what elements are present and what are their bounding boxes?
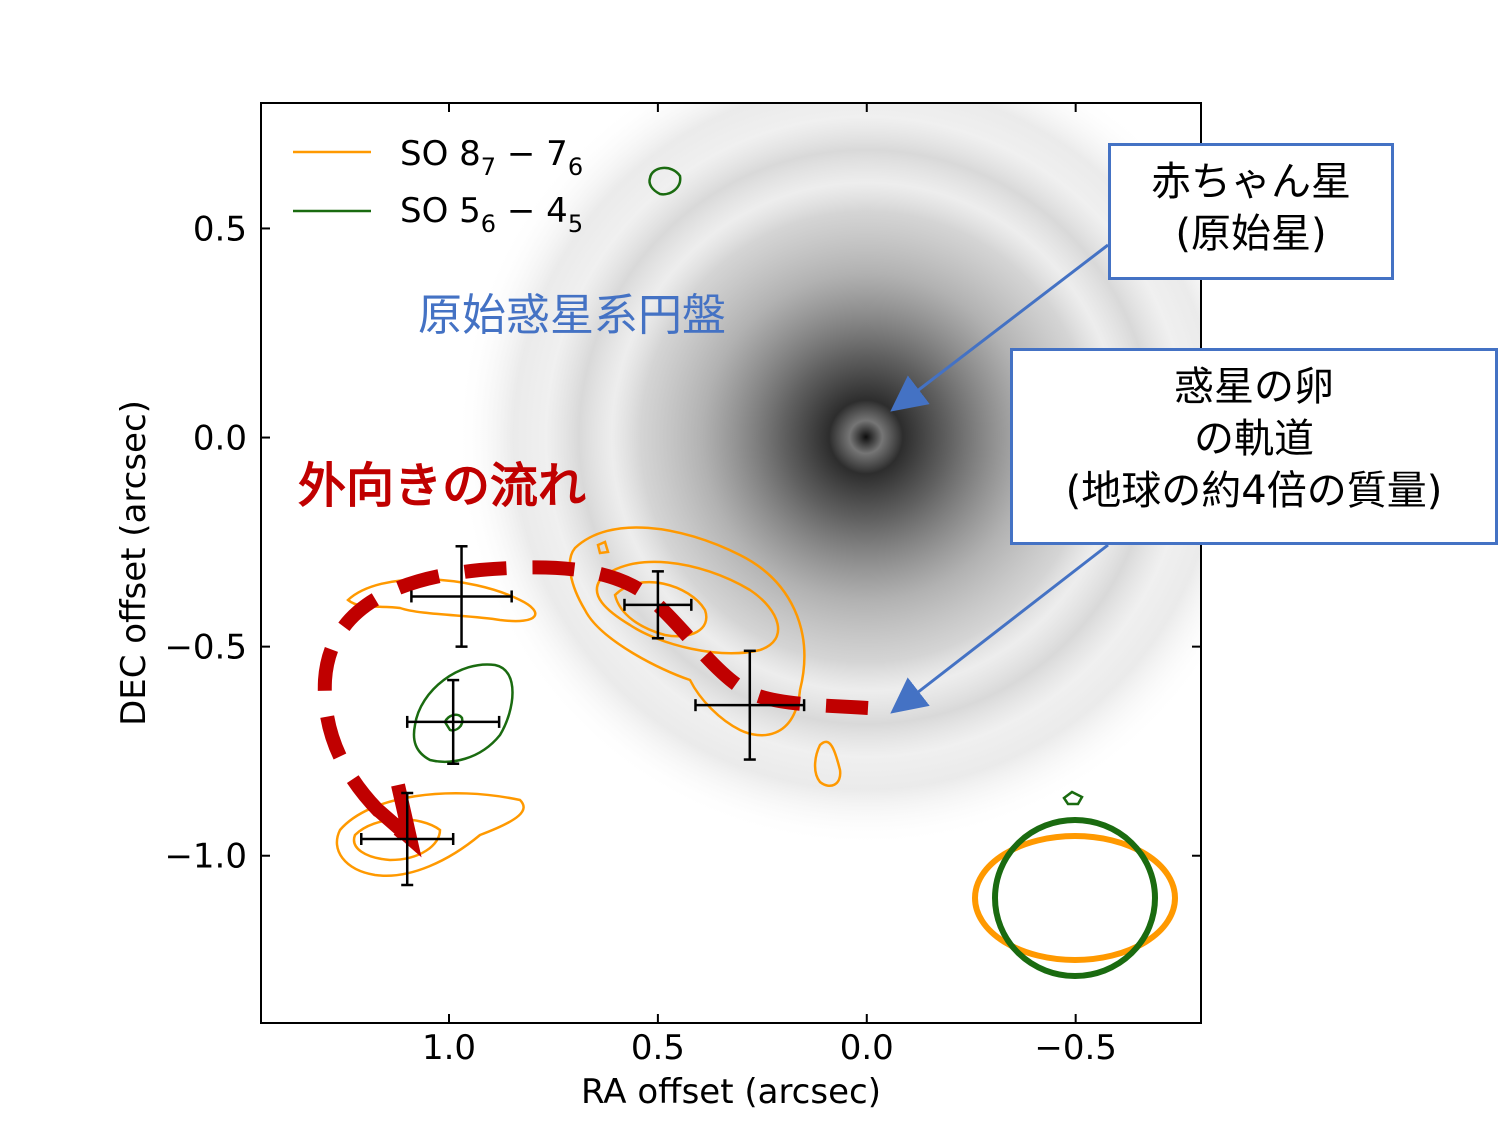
legend: SO 87 − 76 SO 56 − 45 — [293, 134, 583, 238]
x-tick-label: −0.5 — [1034, 1028, 1117, 1068]
plot-frame — [260, 102, 1202, 1024]
so87-contours — [335, 526, 842, 878]
planet-callout-line2: の軌道 — [1194, 416, 1314, 462]
clump-point — [405, 678, 501, 765]
outflow-arrow — [317, 560, 869, 841]
planet-callout-line3: (地球の約4倍の質量) — [1065, 468, 1443, 514]
x-tick-label: 0.5 — [631, 1028, 685, 1068]
y-tick-label: 0.0 — [193, 419, 247, 459]
so56-beam — [992, 817, 1158, 979]
y-tick-label: −1.0 — [164, 837, 247, 877]
x-tick-label: 1.0 — [422, 1028, 476, 1068]
clump-point — [623, 570, 693, 640]
so87-beam — [972, 833, 1178, 963]
x-axis-label: RA offset (arcsec) — [581, 1072, 881, 1112]
planet-callout-line1: 惑星の卵 — [1174, 364, 1334, 410]
clump-point — [694, 649, 806, 761]
y-tick-label: 0.5 — [193, 209, 247, 249]
y-axis-ticks: 0.5 0.0 −0.5 −1.0 — [164, 209, 1201, 877]
flow-label: 外向きの流れ — [298, 458, 586, 514]
star-callout-line2: (原始星) — [1175, 211, 1327, 257]
protoplanetary-disk-image — [456, 103, 1201, 847]
y-axis-label: DEC offset (arcsec) — [114, 400, 154, 726]
clump-point — [410, 545, 513, 648]
disk-label: 原始惑星系円盤 — [418, 290, 726, 341]
star-pointer-arrow — [890, 243, 1109, 412]
x-axis-ticks: 1.0 0.5 0.0 −0.5 — [422, 103, 1117, 1068]
legend-label-so56: SO 56 − 45 — [400, 191, 583, 238]
so56-contours — [412, 166, 1084, 806]
x-tick-label: 0.0 — [840, 1028, 894, 1068]
legend-label-so87: SO 87 − 76 — [400, 134, 583, 181]
planet-callout-box: 惑星の卵 の軌道 (地球の約4倍の質量) — [1010, 348, 1498, 545]
star-callout-box: 赤ちゃん星 (原始星) — [1108, 143, 1394, 280]
clump-point — [360, 791, 455, 887]
y-tick-label: −0.5 — [164, 628, 247, 668]
orbit-pointer-arrow — [890, 543, 1109, 714]
clump-points — [360, 545, 806, 887]
star-callout-line1: 赤ちゃん星 — [1151, 159, 1351, 205]
